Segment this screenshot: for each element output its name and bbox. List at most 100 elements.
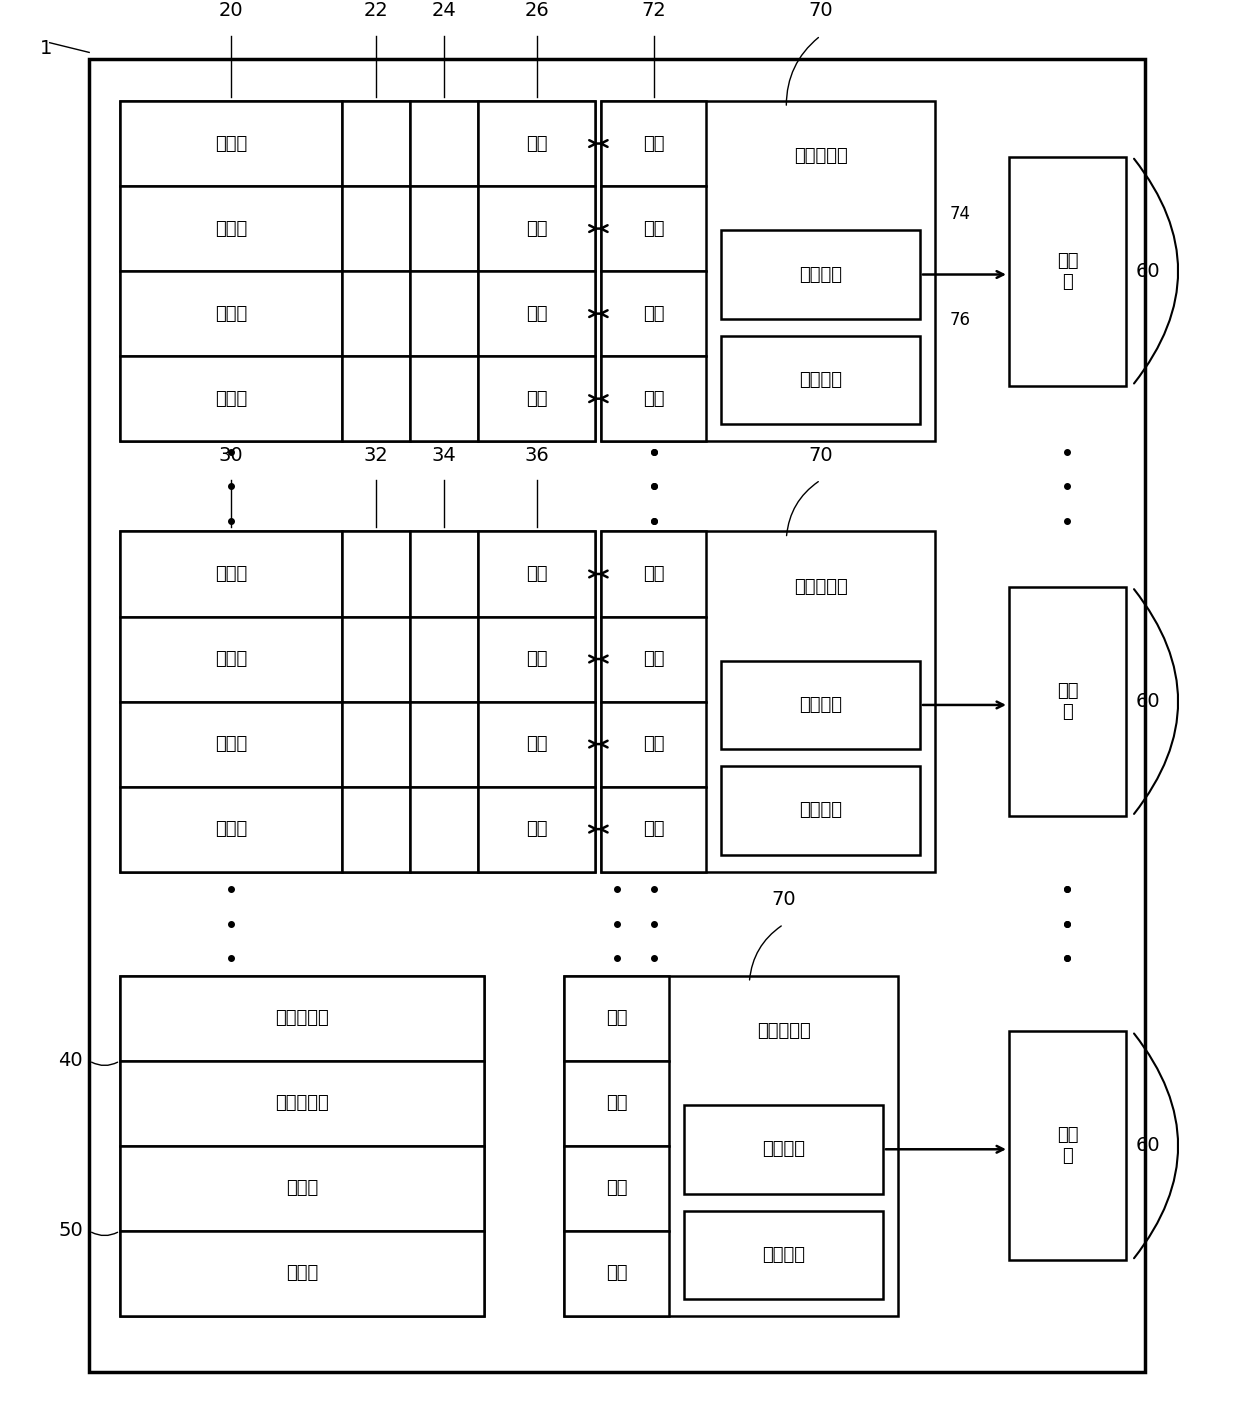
Bar [120,531,595,872]
Bar [342,786,410,872]
Text: 70: 70 [771,890,796,909]
Text: 接口: 接口 [526,220,547,238]
Text: 接口: 接口 [526,650,547,668]
Text: 接口: 接口 [606,1264,627,1282]
Text: 不间断电源: 不间断电源 [275,1095,329,1112]
Text: 风扇控制板: 风扇控制板 [794,578,847,596]
Text: 存储器: 存储器 [215,735,247,752]
Text: 接口: 接口 [526,735,547,752]
Bar [342,186,410,271]
Bar [479,702,595,786]
Bar [1009,588,1126,816]
Text: 36: 36 [525,445,549,465]
Text: 70: 70 [808,445,833,465]
Bar [479,786,595,872]
Text: 34: 34 [432,445,456,465]
Text: 26: 26 [525,1,549,20]
Bar [410,531,479,617]
Bar [601,101,935,441]
Text: 交换机: 交换机 [286,1264,319,1282]
Bar [722,230,920,318]
Bar [120,976,484,1316]
Bar [120,531,342,617]
Text: 服务器: 服务器 [215,304,247,323]
Bar [342,617,410,702]
Text: 接口: 接口 [644,650,665,668]
Text: 接口: 接口 [526,820,547,838]
Text: 服务器: 服务器 [215,220,247,238]
Text: 60: 60 [1136,1137,1161,1155]
Bar [120,1061,484,1146]
Text: 存储器: 存储器 [215,820,247,838]
Text: 侦测模块: 侦测模块 [799,696,842,714]
Text: 风扇
组: 风扇 组 [1056,682,1079,721]
Text: 接口: 接口 [644,735,665,752]
Bar [342,702,410,786]
Text: 接口: 接口 [644,565,665,583]
Text: 执行模块: 执行模块 [763,1246,805,1264]
Bar [1009,1031,1126,1261]
Text: 50: 50 [58,1222,83,1240]
Text: 侦测模块: 侦测模块 [763,1140,805,1158]
Bar [479,271,595,356]
Text: 风扇控制板: 风扇控制板 [756,1022,811,1040]
Text: 接口: 接口 [644,304,665,323]
Bar [410,271,479,356]
Bar [684,1105,883,1193]
Text: 接口: 接口 [644,390,665,407]
Bar [601,186,707,271]
Text: 76: 76 [950,311,971,328]
Bar [120,1231,484,1316]
Text: 接口: 接口 [606,1179,627,1198]
Bar [564,976,898,1316]
Text: 接口: 接口 [526,390,547,407]
Text: 不间断电源: 不间断电源 [275,1009,329,1027]
Bar [722,661,920,750]
Bar [601,617,707,702]
Bar [1009,156,1126,386]
Bar [479,531,595,617]
Text: 20: 20 [218,1,243,20]
Bar [601,271,707,356]
Text: 40: 40 [58,1051,83,1071]
Text: 74: 74 [950,206,971,224]
Text: 执行模块: 执行模块 [799,371,842,389]
Text: 24: 24 [432,1,456,20]
Bar [89,59,1145,1371]
Bar [120,101,342,186]
Bar [601,531,707,617]
Bar [342,531,410,617]
Text: 执行模块: 执行模块 [799,802,842,820]
Text: 接口: 接口 [526,565,547,583]
Text: 风扇控制板: 风扇控制板 [794,148,847,165]
Bar [410,101,479,186]
Text: 接口: 接口 [644,134,665,152]
Text: 侦测模块: 侦测模块 [799,265,842,283]
Text: 70: 70 [808,1,833,20]
Bar [479,617,595,702]
Bar [120,702,342,786]
Text: 接口: 接口 [526,134,547,152]
Bar [120,356,342,441]
Bar [410,702,479,786]
Bar [410,186,479,271]
Bar [342,271,410,356]
Bar [120,976,484,1061]
Text: 接口: 接口 [526,304,547,323]
Bar [410,786,479,872]
Bar [342,356,410,441]
Bar [479,186,595,271]
Bar [479,101,595,186]
Bar [120,101,595,441]
Bar [601,786,707,872]
Bar [564,1146,670,1231]
Bar [410,617,479,702]
Bar [479,356,595,441]
Bar [684,1210,883,1299]
Text: 风扇
组: 风扇 组 [1056,1126,1079,1165]
Text: 接口: 接口 [644,220,665,238]
Bar [410,356,479,441]
Text: 交换机: 交换机 [286,1179,319,1198]
Bar [601,101,707,186]
Text: 1: 1 [40,38,52,58]
